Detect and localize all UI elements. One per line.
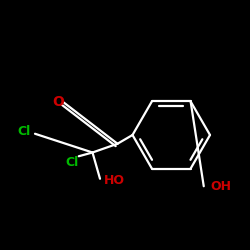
Text: OH: OH [210, 180, 231, 193]
Text: Cl: Cl [17, 125, 30, 138]
Text: O: O [52, 96, 64, 110]
Text: Cl: Cl [66, 156, 79, 169]
Text: HO: HO [104, 174, 125, 186]
